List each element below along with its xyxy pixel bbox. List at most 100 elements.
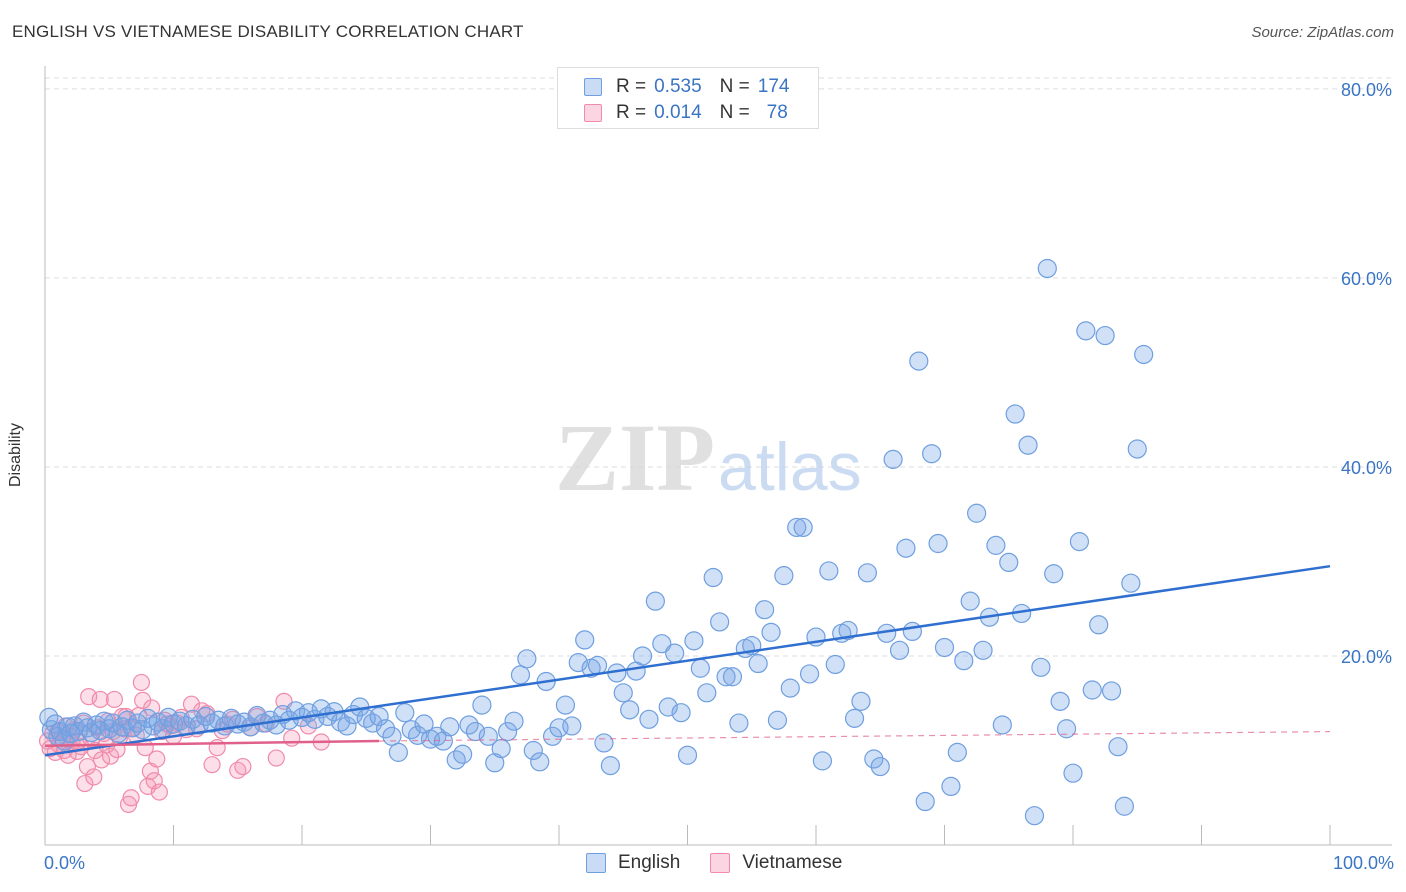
english-point: [1121, 573, 1141, 593]
english-point: [690, 658, 710, 678]
legend-r-value: 0.535: [654, 76, 702, 97]
watermark-atlas: atlas: [718, 429, 862, 505]
english-point: [485, 753, 505, 773]
english-point: [472, 695, 492, 715]
bottom-legend-swatch-vietnamese: [710, 853, 731, 873]
english-point: [504, 711, 524, 731]
english-point: [523, 740, 543, 761]
english-point: [112, 717, 132, 737]
english-point: [793, 517, 813, 538]
english-point: [902, 621, 922, 642]
vietnamese-point: [182, 695, 201, 713]
legend-n-value: 174: [757, 76, 790, 97]
english-point: [787, 517, 807, 538]
english-point: [748, 653, 768, 674]
english-point: [915, 791, 935, 812]
english-point: [729, 713, 749, 733]
vietnamese-point: [105, 690, 123, 709]
english-point: [825, 654, 845, 675]
y-tick-label: 80.0%: [1341, 80, 1392, 100]
english-point: [148, 712, 168, 732]
legend-n-label: N =: [719, 102, 750, 123]
english-point: [1056, 719, 1077, 739]
english-point: [1114, 796, 1135, 816]
english-point: [133, 720, 153, 740]
english-point: [645, 591, 665, 611]
english-point: [999, 552, 1019, 573]
english-point: [1127, 439, 1147, 459]
english-point: [960, 591, 980, 611]
bottom-legend-vietnamese: Vietnamese: [710, 852, 842, 874]
legend-n-value: 78: [766, 102, 788, 123]
english-point: [158, 707, 178, 728]
english-point: [639, 709, 659, 729]
english-point: [594, 733, 614, 753]
english-point: [1050, 691, 1070, 711]
english-point: [575, 630, 595, 650]
english-point: [562, 716, 582, 736]
english-point: [388, 742, 408, 762]
vietnamese-point: [234, 757, 252, 776]
english-point: [1101, 681, 1122, 701]
english-point: [382, 726, 402, 746]
bottom-legend: English Vietnamese: [586, 852, 872, 874]
english-point: [665, 643, 685, 663]
english-point: [1037, 258, 1057, 279]
english-point: [954, 651, 974, 671]
vietnamese-point: [85, 768, 103, 786]
english-point: [498, 721, 518, 742]
english-point: [703, 567, 723, 588]
legend-n-label: N =: [719, 76, 750, 97]
english-point: [1089, 615, 1109, 635]
english-point: [870, 756, 890, 777]
english-point: [864, 749, 884, 769]
english-point: [941, 776, 961, 797]
english-point: [620, 700, 640, 720]
y-tick-label: 40.0%: [1341, 458, 1392, 478]
english-point: [337, 716, 357, 736]
vietnamese-point: [92, 751, 111, 769]
chart-source: Source: ZipAtlas.com: [1251, 24, 1394, 41]
legend-r-value: 0.014: [654, 102, 702, 123]
english-point: [555, 695, 576, 715]
vietnamese-point: [283, 729, 301, 747]
english-point: [395, 703, 415, 723]
english-point: [857, 563, 878, 583]
english-point: [632, 646, 653, 666]
vietnamese-point: [122, 789, 140, 807]
vietnamese-point: [203, 756, 221, 774]
english-point: [697, 683, 717, 703]
english-point: [465, 721, 486, 742]
english-point: [909, 351, 929, 371]
english-point: [851, 691, 871, 711]
english-point: [967, 503, 987, 523]
english-point: [1018, 435, 1038, 455]
legend-swatch-vietnamese: [584, 104, 602, 122]
legend-r-label: R =: [616, 102, 647, 123]
english-point: [1082, 680, 1102, 700]
english-point: [671, 703, 691, 723]
english-point: [767, 710, 788, 730]
english-point: [408, 725, 428, 745]
english-point: [613, 683, 633, 703]
english-point: [819, 561, 839, 581]
bottom-legend-label-english: English: [618, 852, 681, 873]
english-point: [652, 634, 672, 654]
legend-box: R = 0.535 N = 174 R = 0.014 N = 78: [557, 67, 819, 129]
english-point: [838, 620, 858, 641]
english-point: [889, 640, 910, 660]
english-point: [922, 444, 942, 464]
english-point: [1024, 806, 1045, 826]
legend-row-english: R = 0.535 N = 174: [584, 74, 789, 100]
english-point: [1095, 325, 1115, 346]
english-point: [780, 678, 800, 698]
english-point: [844, 708, 865, 728]
bottom-legend-english: English: [586, 852, 680, 874]
bottom-legend-swatch-english: [586, 853, 606, 873]
english-point: [375, 719, 396, 739]
watermark-zip: ZIP: [555, 404, 715, 511]
english-point: [992, 715, 1012, 735]
vietnamese-point: [78, 757, 97, 776]
english-point: [684, 631, 704, 651]
